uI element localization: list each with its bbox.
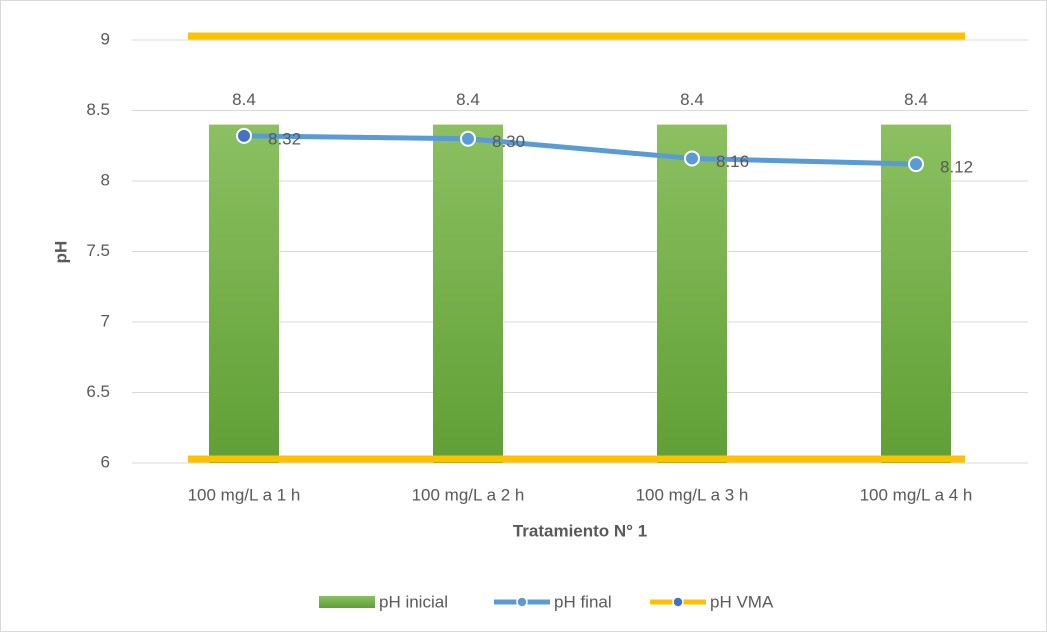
y-tick-label: 6.5 — [86, 382, 110, 401]
legend-symbol — [319, 596, 375, 608]
legend-symbol — [516, 596, 528, 608]
bar — [209, 124, 279, 463]
x-tick-label: 100 mg/L a 2 h — [412, 485, 525, 504]
line-marker — [236, 127, 252, 144]
legend-label: pH inicial — [379, 592, 448, 611]
line — [243, 133, 917, 167]
bar — [881, 124, 951, 463]
x-tick-label: 100 mg/L a 3 h — [636, 485, 749, 504]
line-marker — [684, 150, 700, 167]
bar — [657, 124, 727, 463]
line-value-label: 8.30 — [492, 132, 525, 151]
bar-value-label: 8.4 — [456, 90, 480, 109]
y-tick-label: 7.5 — [86, 241, 110, 260]
line-value-label: 8.16 — [716, 152, 749, 171]
line-marker — [908, 156, 924, 173]
bar-value-label: 8.4 — [680, 90, 704, 109]
x-axis-title: Tratamiento N° 1 — [513, 521, 647, 540]
y-tick-label: 8 — [101, 170, 110, 189]
legend-label: pH VMA — [710, 592, 774, 611]
y-tick-label: 9 — [101, 29, 110, 48]
bar-value-label: 8.4 — [232, 90, 256, 109]
y-axis-title: pH — [51, 241, 70, 264]
bar-value-label: 8.4 — [904, 90, 928, 109]
legend-label: pH final — [554, 592, 612, 611]
bar — [433, 124, 503, 463]
y-tick-label: 7 — [101, 311, 110, 330]
line-value-label: 8.12 — [940, 158, 973, 177]
line-value-label: 8.32 — [268, 129, 301, 148]
y-tick-label: 8.5 — [86, 100, 110, 119]
y-tick-label: 6 — [101, 452, 110, 471]
x-tick-label: 100 mg/L a 1 h — [188, 485, 301, 504]
x-tick-label: 100 mg/L a 4 h — [860, 485, 973, 504]
line-marker — [460, 130, 476, 147]
legend-symbol — [672, 596, 684, 608]
